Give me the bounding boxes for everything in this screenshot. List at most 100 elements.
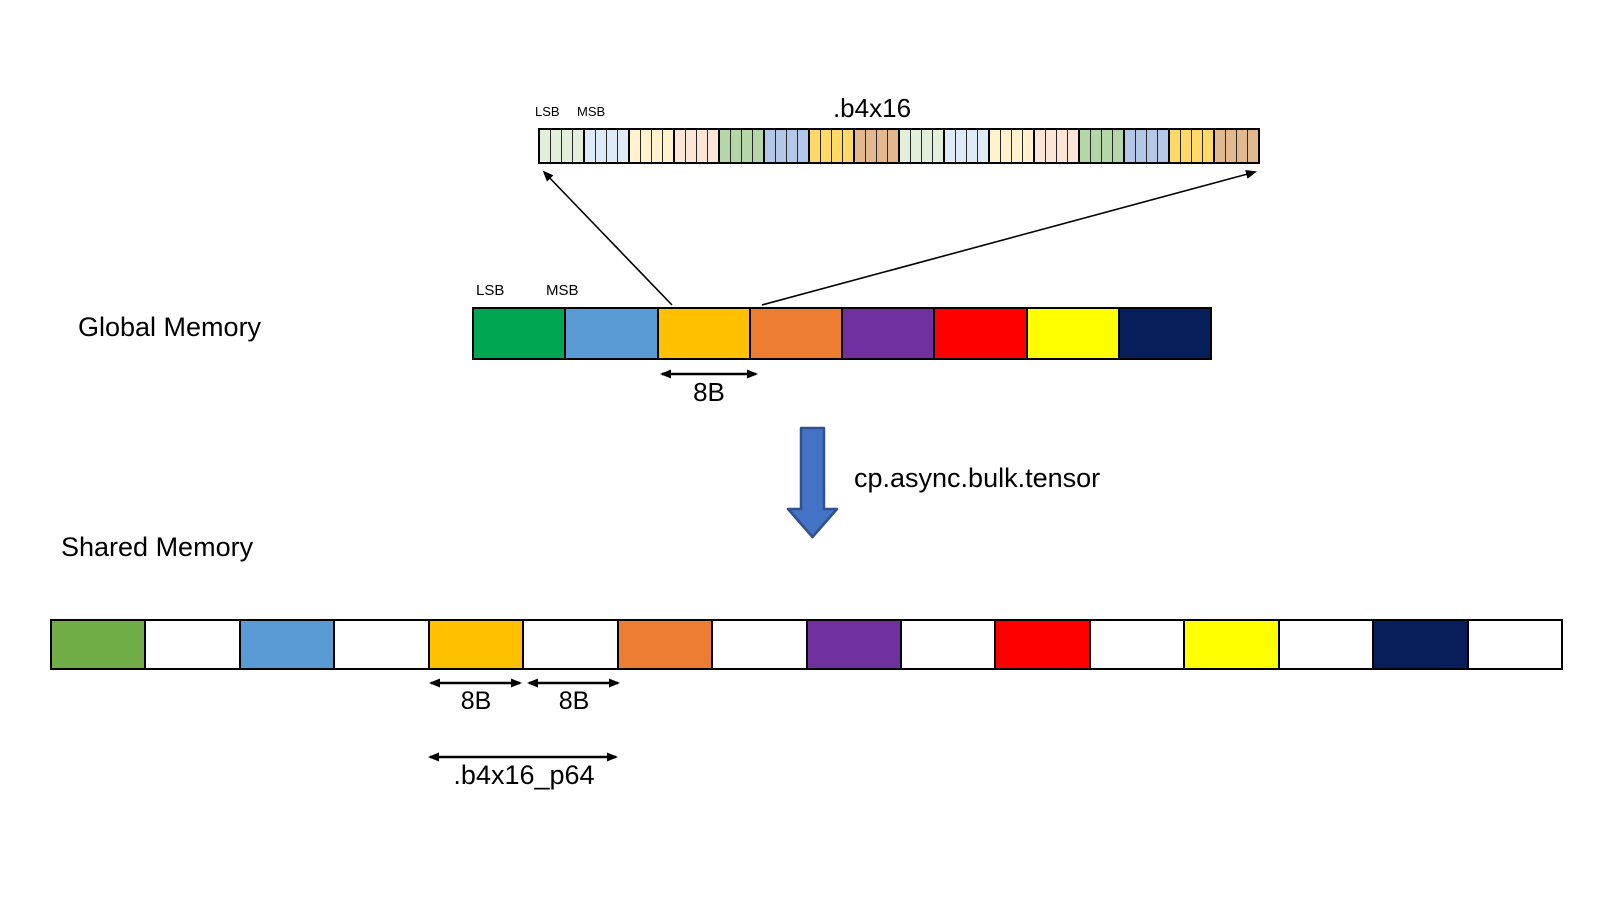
b4x16-nibble-cell [573, 130, 583, 162]
global-memory-bar [472, 307, 1212, 360]
global-memory-block [935, 309, 1028, 358]
b4x16-nibble-cell [945, 130, 956, 162]
b4x16-nibble-group [1080, 130, 1125, 162]
b4x16-nibble-cell [1001, 130, 1012, 162]
shared-memory-block [429, 621, 525, 668]
b4x16-nibble-cell [832, 130, 843, 162]
b4x16-nibble-cell [967, 130, 978, 162]
shared-memory-block [335, 621, 430, 668]
b4x16-nibble-cell [1023, 130, 1033, 162]
b4x16-nibble-cell [1035, 130, 1046, 162]
global-memory-block [843, 309, 936, 358]
b4x16-nibble-cell [1057, 130, 1068, 162]
b4x16-nibble-cell [540, 130, 551, 162]
b4x16-nibble-cell [1158, 130, 1168, 162]
b4x16-nibble-group [1125, 130, 1170, 162]
b4x16-nibble-cell [911, 130, 922, 162]
shared-memory-block [1090, 621, 1186, 668]
b4x16-nibble-group [540, 130, 585, 162]
b4x16-nibble-cell [888, 130, 898, 162]
b4x16-nibble-cell [810, 130, 821, 162]
shared-memory-block [1185, 621, 1280, 668]
b4x16-nibble-group [720, 130, 765, 162]
b4x16-nibble-cell [607, 130, 618, 162]
b4x16-nibble-cell [1046, 130, 1057, 162]
shared-memory-block [618, 621, 714, 668]
b4x16-nibble-cell [866, 130, 877, 162]
b4x16-nibble-cell [641, 130, 652, 162]
b4x16-nibble-cell [1080, 130, 1091, 162]
b4x16-nibble-cell [843, 130, 853, 162]
b4x16-nibble-cell [933, 130, 943, 162]
global-chunk-size-label: 8B [693, 377, 725, 407]
b4x16-nibble-cell [1170, 130, 1181, 162]
b4x16-nibble-cell [675, 130, 686, 162]
shared-memory-label: Shared Memory [61, 532, 254, 562]
shared-chunk-size-label-2: 8B [558, 687, 590, 715]
b4x16-nibble-cell [618, 130, 628, 162]
b4x16-nibble-cell [1181, 130, 1192, 162]
b4x16-nibble-cell [821, 130, 832, 162]
b4x16-nibble-group [1215, 130, 1258, 162]
b4x16-nibble-cell [753, 130, 763, 162]
b4x16-nibble-cell [1226, 130, 1237, 162]
b4x16-nibble-group [945, 130, 990, 162]
b4x16-nibble-cell [1147, 130, 1158, 162]
b4x16-nibble-cell [1068, 130, 1078, 162]
b4x16-nibble-cell [697, 130, 708, 162]
b4x16-nibble-cell [877, 130, 888, 162]
b4x16-nibble-cell [596, 130, 607, 162]
global-lsb-label: LSB [476, 282, 505, 299]
b4x16-nibble-group [1035, 130, 1080, 162]
b4x16-nibble-cell [1125, 130, 1136, 162]
b4x16-nibble-cell [1012, 130, 1023, 162]
global-memory-block [658, 309, 751, 358]
b4x16-nibble-group [585, 130, 630, 162]
b4x16-nibble-cell [1237, 130, 1248, 162]
shared-memory-block [807, 621, 902, 668]
b4x16-nibble-group [855, 130, 900, 162]
shared-memory-block [52, 621, 147, 668]
b4x16-nibble-cell [1091, 130, 1102, 162]
b4x16-nibble-cell [686, 130, 697, 162]
b4x16-lsb-label: LSB [535, 104, 560, 119]
swizzle-mode-label: .b4x16_p64 [453, 760, 595, 790]
shared-memory-block [713, 621, 808, 668]
b4x16-nibble-cell [787, 130, 798, 162]
b4x16-nibble-cell [708, 130, 718, 162]
b4x16-nibble-cell [1248, 130, 1258, 162]
global-msb-label: MSB [546, 282, 579, 299]
shared-memory-block [1468, 621, 1561, 668]
b4x16-nibble-cell [731, 130, 742, 162]
b4x16-nibble-cell [652, 130, 663, 162]
global-memory-block [474, 309, 567, 358]
global-memory-block [566, 309, 659, 358]
b4x16-nibble-cell [855, 130, 866, 162]
b4x16-nibble-cell [978, 130, 988, 162]
global-memory-block [1027, 309, 1120, 358]
transfer-instruction-label: cp.async.bulk.tensor [854, 463, 1101, 493]
b4x16-nibble-cell [1203, 130, 1213, 162]
b4x16-nibble-cell [1136, 130, 1147, 162]
b4x16-nibble-cell [720, 130, 731, 162]
b4x16-nibble-group [630, 130, 675, 162]
b4x16-nibble-cell [1215, 130, 1226, 162]
b4x16-nibble-cell [562, 130, 573, 162]
b4x16-nibble-group [765, 130, 810, 162]
b4x16-nibble-cell [798, 130, 808, 162]
b4x16-nibble-group [990, 130, 1035, 162]
b4x16-nibble-cell [956, 130, 967, 162]
b4x16-nibble-cell [900, 130, 911, 162]
b4x16-nibble-cell [990, 130, 1001, 162]
b4x16-nibble-cell [630, 130, 641, 162]
b4x16-nibble-cell [1102, 130, 1113, 162]
expansion-line-right [761, 169, 1257, 306]
copy-direction-arrow [786, 426, 839, 539]
shared-chunk-size-label-1: 8B [460, 687, 492, 715]
b4x16-title: .b4x16 [832, 93, 912, 123]
shared-memory-block [996, 621, 1091, 668]
shared-memory-bar [50, 619, 1563, 670]
shared-memory-block [240, 621, 336, 668]
shared-memory-block [1374, 621, 1469, 668]
b4x16-nibble-group [675, 130, 720, 162]
